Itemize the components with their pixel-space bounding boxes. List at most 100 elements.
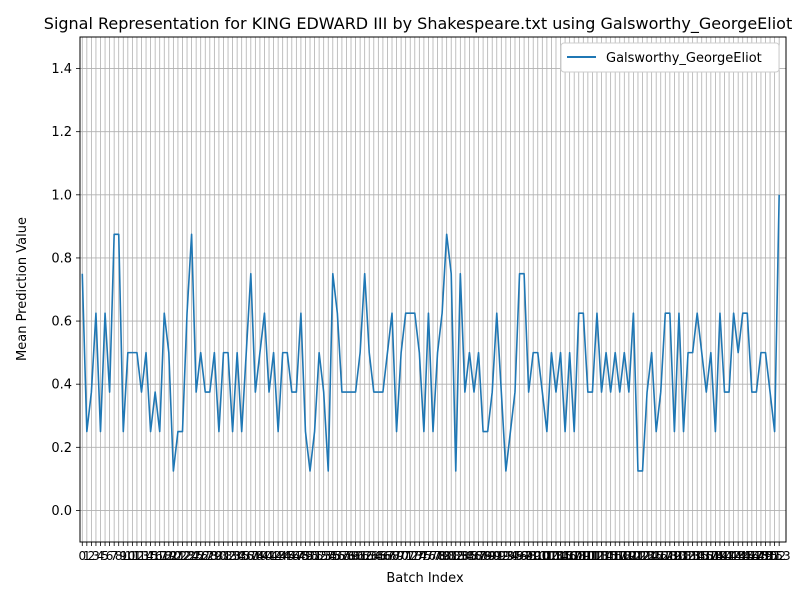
- x-tick-label: 110: [572, 549, 595, 563]
- x-tick-label: 86: [466, 549, 481, 563]
- x-tick-label: 40: [257, 549, 272, 563]
- x-tick-label: 55: [325, 549, 340, 563]
- x-tick-label: 125: [640, 549, 663, 563]
- x-tick-label: 0: [78, 549, 86, 563]
- x-tick-label: 143: [722, 549, 745, 563]
- x-tick-label: 112: [581, 549, 604, 563]
- x-tick-label: 91: [489, 549, 504, 563]
- x-tick-label: 75: [416, 549, 431, 563]
- x-tick-label: 93: [498, 549, 513, 563]
- chart-title: Signal Representation for KING EDWARD II…: [44, 14, 792, 34]
- x-tick-label: 119: [613, 549, 636, 563]
- x-axis-label: Batch Index: [386, 571, 464, 586]
- x-tick-label: 145: [731, 549, 754, 563]
- x-tick-label: 78: [430, 549, 445, 563]
- y-tick-label: 1.2: [51, 125, 72, 140]
- x-tick-label: 146: [736, 549, 759, 563]
- x-tick-label: 52: [311, 549, 326, 563]
- x-tick-label: 6: [106, 549, 114, 563]
- x-tick-label: 34: [230, 549, 245, 563]
- x-tick-label: 53: [316, 549, 331, 563]
- x-tick-label: 83: [453, 549, 468, 563]
- x-tick-label: 8: [115, 549, 123, 563]
- x-tick-label: 151: [759, 549, 782, 563]
- x-tick-label: 72: [403, 549, 418, 563]
- x-tick-label: 90: [485, 549, 500, 563]
- y-tick-label: 0.0: [51, 504, 72, 519]
- x-tick-label: 10: [120, 549, 135, 563]
- x-tick-label: 138: [699, 549, 722, 563]
- x-tick-label: 57: [334, 549, 349, 563]
- y-tick-label: 1.0: [51, 188, 72, 203]
- x-tick-label: 121: [622, 549, 645, 563]
- x-tick-label: 30: [211, 549, 226, 563]
- x-tick-label: 88: [475, 549, 490, 563]
- x-tick-label: 141: [713, 549, 736, 563]
- series-layer: [81, 194, 780, 472]
- x-tick-label: 68: [384, 549, 399, 563]
- x-tick-label: 24: [184, 549, 199, 563]
- x-tick-label: 136: [690, 549, 713, 563]
- x-tick-label: 100: [526, 549, 549, 563]
- x-tick-label: 45: [280, 549, 295, 563]
- x-tick-label: 97: [516, 549, 531, 563]
- x-tick-label: 65: [371, 549, 386, 563]
- x-tick-label: 15: [143, 549, 158, 563]
- series-line: [81, 194, 780, 472]
- x-tick-label: 79: [434, 549, 449, 563]
- x-tick-label: 39: [252, 549, 267, 563]
- x-tick-label: 11: [125, 549, 140, 563]
- x-tick-label: 147: [740, 549, 763, 563]
- x-tick-label: 46: [284, 549, 299, 563]
- x-tick-label: 87: [471, 549, 486, 563]
- x-tick-label: 27: [198, 549, 213, 563]
- x-tick-label: 106: [554, 549, 577, 563]
- x-tick-label: 89: [480, 549, 495, 563]
- x-tick-label: 99: [526, 549, 541, 563]
- x-tick-label: 38: [248, 549, 263, 563]
- x-tick-label: 84: [457, 549, 472, 563]
- x-tick-label: 131: [668, 549, 691, 563]
- x-tick-label: 32: [220, 549, 235, 563]
- x-tick-label: 42: [266, 549, 281, 563]
- x-tick-label: 118: [608, 549, 631, 563]
- y-tick-label: 0.2: [51, 441, 72, 456]
- x-tick-label: 18: [157, 549, 172, 563]
- x-tick-label: 50: [302, 549, 317, 563]
- x-tick-label: 128: [654, 549, 677, 563]
- x-tick-label: 109: [567, 549, 590, 563]
- plot-frame: [79, 36, 787, 543]
- x-tick-label: 133: [677, 549, 700, 563]
- x-tick-label: 33: [225, 549, 240, 563]
- y-axis-ticks: 0.0 0.2 0.4 0.6 0.8 1.0 1.2 1.4: [51, 62, 80, 519]
- x-tick-label: 137: [695, 549, 718, 563]
- x-tick-label: 123: [631, 549, 654, 563]
- x-tick-label: 85: [462, 549, 477, 563]
- x-tick-label: 58: [339, 549, 354, 563]
- x-tick-label: 4: [97, 549, 105, 563]
- x-tick-label: 150: [754, 549, 777, 563]
- x-tick-label: 132: [672, 549, 695, 563]
- x-tick-label: 108: [563, 549, 586, 563]
- x-tick-label: 2: [88, 549, 96, 563]
- x-tick-label: 41: [261, 549, 276, 563]
- y-tick-label: 1.4: [51, 62, 72, 77]
- x-tick-label: 98: [521, 549, 536, 563]
- x-tick-label: 7: [110, 549, 118, 563]
- x-tick-label: 139: [704, 549, 727, 563]
- x-tick-label: 135: [686, 549, 709, 563]
- x-tick-label: 103: [540, 549, 563, 563]
- y-tick-label: 0.6: [51, 315, 72, 330]
- y-tick-label: 0.8: [51, 251, 72, 266]
- x-tick-label: 102: [535, 549, 558, 563]
- x-tick-label: 16: [148, 549, 163, 563]
- x-tick-label: 60: [348, 549, 363, 563]
- x-tick-label: 69: [389, 549, 404, 563]
- x-tick-label: 104: [545, 549, 568, 563]
- x-tick-label: 26: [193, 549, 208, 563]
- x-tick-label: 37: [243, 549, 258, 563]
- x-tick-label: 70: [393, 549, 408, 563]
- x-tick-label: 80: [439, 549, 454, 563]
